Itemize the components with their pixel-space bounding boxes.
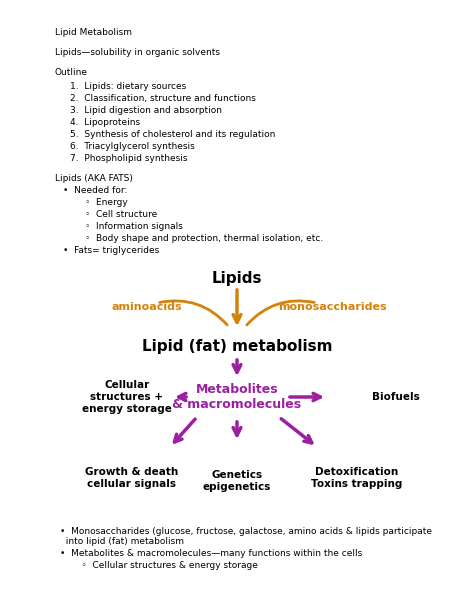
Text: •  Fats= triglycerides: • Fats= triglycerides xyxy=(63,246,159,255)
Text: Lipids—solubility in organic solvents: Lipids—solubility in organic solvents xyxy=(55,48,220,57)
Text: ◦  Information signals: ◦ Information signals xyxy=(85,222,183,231)
Text: 7.  Phospholipid synthesis: 7. Phospholipid synthesis xyxy=(70,154,188,163)
Text: aminoacids: aminoacids xyxy=(112,302,182,312)
Text: Growth & death
cellular signals: Growth & death cellular signals xyxy=(85,467,179,489)
Text: •  Needed for:: • Needed for: xyxy=(63,186,128,195)
Text: monosaccharides: monosaccharides xyxy=(278,302,386,312)
Text: ◦  Cellular structures & energy storage: ◦ Cellular structures & energy storage xyxy=(70,561,258,570)
Text: Outline: Outline xyxy=(55,68,88,77)
Text: 4.  Lipoproteins: 4. Lipoproteins xyxy=(70,118,140,127)
Text: Lipid Metabolism: Lipid Metabolism xyxy=(55,28,132,37)
Text: 1.  Lipids: dietary sources: 1. Lipids: dietary sources xyxy=(70,82,186,91)
Text: 5.  Synthesis of cholesterol and its regulation: 5. Synthesis of cholesterol and its regu… xyxy=(70,130,275,139)
Text: Lipids: Lipids xyxy=(212,272,262,286)
Text: Biofuels: Biofuels xyxy=(372,392,420,402)
Text: Detoxification
Toxins trapping: Detoxification Toxins trapping xyxy=(311,467,403,489)
Text: 6.  Triacylglycerol synthesis: 6. Triacylglycerol synthesis xyxy=(70,142,195,151)
Text: •  Metabolites & macromolecules—many functions within the cells: • Metabolites & macromolecules—many func… xyxy=(60,549,362,558)
Text: Metabolites
& macromolecules: Metabolites & macromolecules xyxy=(173,383,301,411)
Text: ◦  Body shape and protection, thermal isolation, etc.: ◦ Body shape and protection, thermal iso… xyxy=(85,234,323,243)
Text: 2.  Classification, structure and functions: 2. Classification, structure and functio… xyxy=(70,94,256,103)
Text: Lipids (AKA FATS): Lipids (AKA FATS) xyxy=(55,174,133,183)
Text: Genetics
epigenetics: Genetics epigenetics xyxy=(203,470,271,492)
Text: •  Monosaccharides (glucose, fructose, galactose, amino acids & lipids participa: • Monosaccharides (glucose, fructose, ga… xyxy=(60,527,432,546)
Text: 3.  Lipid digestion and absorption: 3. Lipid digestion and absorption xyxy=(70,106,222,115)
Text: Lipid (fat) metabolism: Lipid (fat) metabolism xyxy=(142,340,332,354)
Text: Cellular
structures +
energy storage: Cellular structures + energy storage xyxy=(82,381,172,414)
Text: ◦  Energy: ◦ Energy xyxy=(85,198,128,207)
Text: ◦  Cell structure: ◦ Cell structure xyxy=(85,210,157,219)
